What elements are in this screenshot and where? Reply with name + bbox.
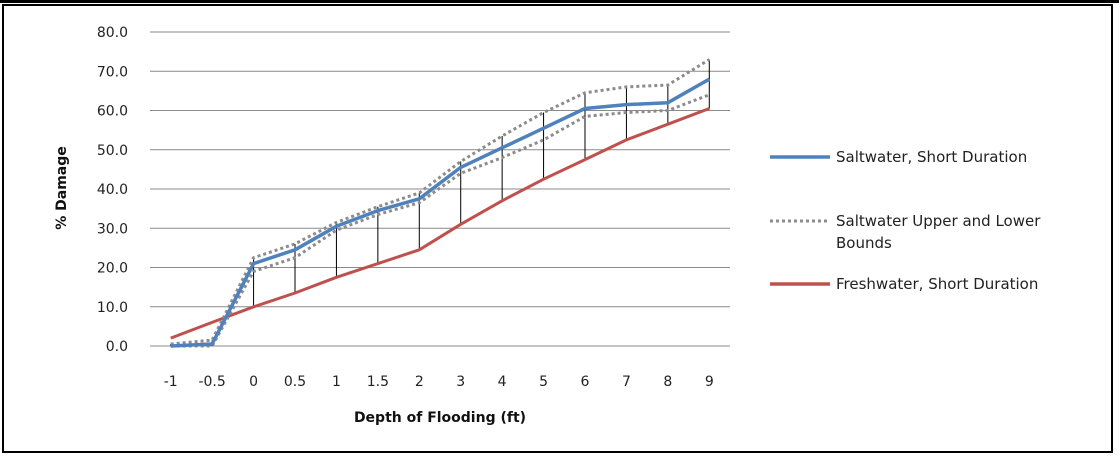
series-lower-bound-line bbox=[170, 93, 710, 348]
series-lines bbox=[170, 58, 711, 348]
legend-label-saltwater: Saltwater, Short Duration bbox=[836, 148, 1027, 166]
x-tick-label: 3 bbox=[456, 374, 465, 390]
y-tick-label: 20.0 bbox=[97, 261, 128, 277]
x-tick-label: 8 bbox=[663, 374, 672, 390]
y-tick-label: 60.0 bbox=[97, 104, 128, 120]
y-tick-label: 80.0 bbox=[97, 25, 128, 41]
series-saltwater-line bbox=[170, 77, 711, 348]
x-tick-label: 7 bbox=[622, 374, 631, 390]
y-axis-title: % Damage bbox=[54, 146, 70, 230]
x-axis-title: Depth of Flooding (ft) bbox=[354, 410, 526, 426]
x-tick-label: 0 bbox=[249, 374, 258, 390]
series-freshwater-line bbox=[170, 107, 710, 340]
x-tick-label: 0.5 bbox=[284, 374, 306, 390]
x-tick-label: 1.5 bbox=[367, 374, 389, 390]
legend-label-freshwater: Freshwater, Short Duration bbox=[836, 275, 1038, 293]
x-tick-label: 9 bbox=[705, 374, 714, 390]
legend-label-bounds: Saltwater Upper and Lower Bounds bbox=[836, 212, 1041, 252]
top-border bbox=[0, 0, 1119, 3]
x-tick-label: 6 bbox=[581, 374, 590, 390]
x-tick-label: 2 bbox=[415, 374, 424, 390]
y-tick-label: 40.0 bbox=[97, 182, 128, 198]
y-tick-label: 50.0 bbox=[97, 143, 128, 159]
x-tick-label: -0.5 bbox=[198, 374, 225, 390]
x-tick-labels: -1 -0.5 0 0.5 1 1.5 2 3 4 5 6 7 8 9 bbox=[164, 374, 714, 390]
gridlines bbox=[150, 31, 730, 347]
x-tick-label: 5 bbox=[539, 374, 548, 390]
y-tick-label: 10.0 bbox=[97, 300, 128, 316]
error-bars bbox=[170, 59, 710, 346]
y-tick-labels: 0.0 10.0 20.0 30.0 40.0 50.0 60.0 70.0 80.0 bbox=[97, 25, 128, 355]
x-tick-label: 4 bbox=[498, 374, 507, 390]
y-tick-label: 0.0 bbox=[106, 339, 128, 355]
x-tick-label: -1 bbox=[164, 374, 178, 390]
series-upper-bound-line bbox=[170, 58, 711, 346]
y-tick-label: 70.0 bbox=[97, 64, 128, 80]
x-tick-label: 1 bbox=[332, 374, 341, 390]
y-tick-label: 30.0 bbox=[97, 221, 128, 237]
legend: Saltwater, Short Duration Saltwater Upper… bbox=[770, 148, 1041, 293]
